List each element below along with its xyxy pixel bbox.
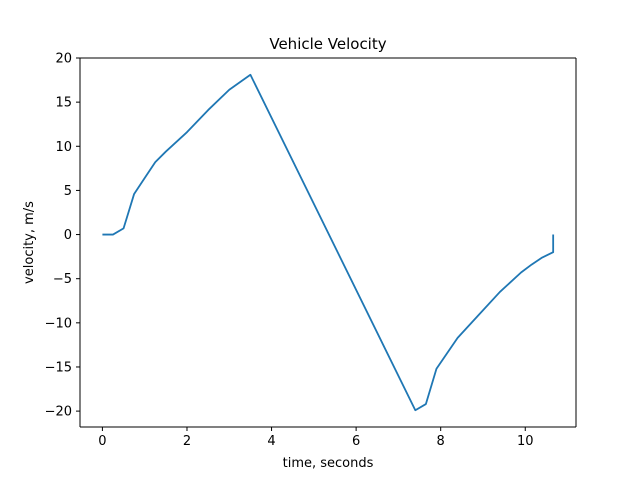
- plot-area: [80, 58, 576, 427]
- y-tick-label: −20: [45, 405, 72, 420]
- y-tick-label: 0: [64, 228, 72, 243]
- y-axis-label: velocity, m/s: [22, 201, 37, 284]
- chart-title: Vehicle Velocity: [269, 35, 386, 53]
- y-tick-label: 15: [55, 96, 72, 111]
- x-tick-label: 8: [437, 434, 445, 449]
- y-tick-label: −5: [53, 272, 72, 287]
- y-tick-label: 5: [64, 184, 72, 199]
- x-tick-label: 4: [267, 434, 275, 449]
- x-tick-label: 6: [352, 434, 360, 449]
- y-tick-label: −10: [45, 316, 72, 331]
- y-tick-label: 20: [55, 52, 72, 67]
- x-axis-label: time, seconds: [283, 456, 374, 471]
- y-tick-label: 10: [55, 140, 72, 155]
- x-tick-label: 10: [517, 434, 534, 449]
- x-tick-label: 0: [98, 434, 106, 449]
- y-tick-label: −15: [45, 360, 72, 375]
- velocity-series-line: [102, 73, 555, 412]
- x-tick-label: 2: [183, 434, 191, 449]
